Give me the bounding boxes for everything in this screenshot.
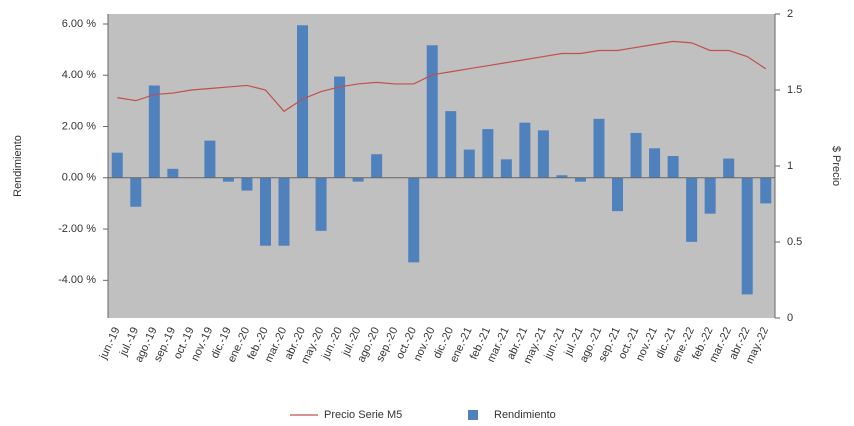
legend-swatch [468,410,478,420]
bar [334,76,346,178]
plot-area [108,14,775,318]
bar [241,177,253,191]
bar [593,118,605,178]
bar [556,175,568,178]
bar [259,177,271,246]
bar [297,25,309,178]
y-tick-label: -2.00 % [58,223,96,235]
y-tick-label: 2.00 % [62,120,96,132]
bar [111,152,123,178]
y-tick-label: 4.00 % [62,69,96,81]
bar [315,177,327,231]
bar [167,168,179,178]
bar [278,177,290,246]
bar [222,177,234,182]
bar [612,177,624,212]
bar [408,177,420,263]
bar [519,122,531,178]
legend-label: Precio Serie M5 [324,409,402,421]
y2-tick-label: 0 [787,312,793,324]
bar [649,148,661,178]
bar [760,177,772,204]
bar [704,177,716,214]
bar [445,111,457,178]
y2-axis-title: $ Precio [830,146,842,186]
y2-tick-label: 1 [787,160,793,172]
legend-label: Rendimiento [494,409,556,421]
y2-tick-label: 1.5 [787,84,802,96]
y2-tick-label: 0.5 [787,236,802,248]
bar [463,149,475,178]
bar [148,85,160,178]
bar [537,130,549,178]
bar [574,177,586,182]
x-tick-label: jun.-19 [97,325,123,361]
bar [500,159,512,178]
bar [426,45,438,178]
bar [482,129,494,178]
bar [204,140,216,178]
bar [667,156,679,178]
bar [686,177,698,242]
y-axis-title: Rendimiento [12,135,24,197]
bar [741,177,753,295]
bar [723,158,735,178]
price-line [117,40,767,113]
bar [371,154,383,178]
y-tick-label: 6.00 % [62,18,96,30]
y2-tick-label: 2 [787,8,793,20]
y-tick-label: -4.00 % [58,274,96,286]
bar [130,177,142,207]
y-tick-label: 0.00 % [62,172,96,184]
bar [630,132,642,178]
bar [352,177,364,182]
